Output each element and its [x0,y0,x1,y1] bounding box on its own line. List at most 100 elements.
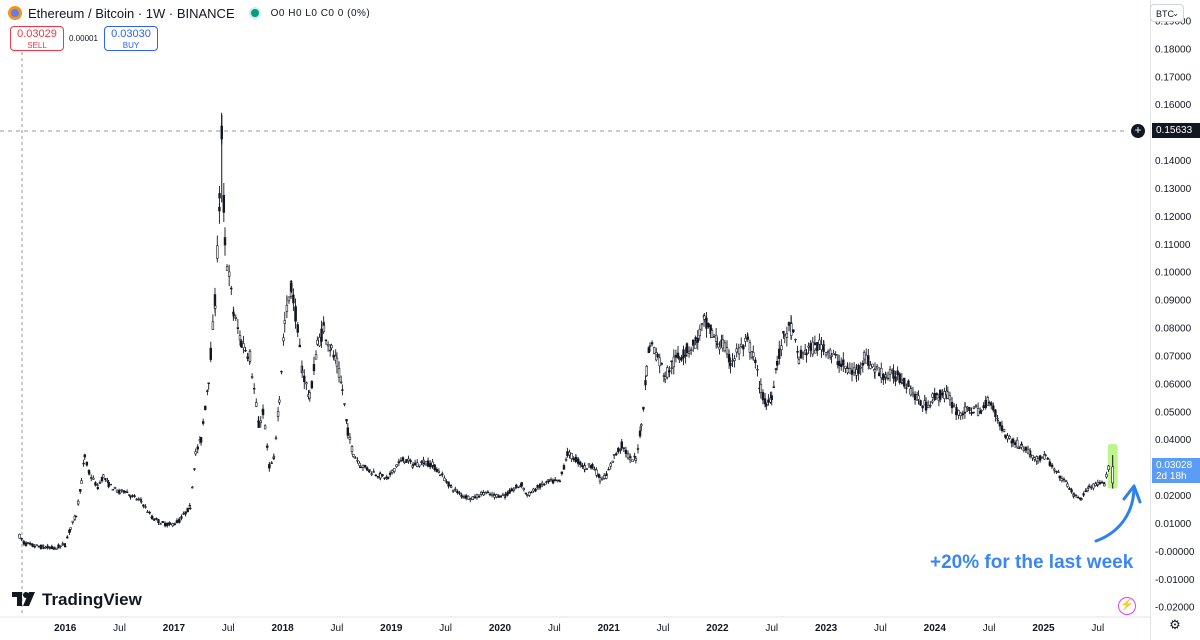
candle-body [39,544,43,550]
sell-button[interactable]: 0.03029 SELL [10,26,64,51]
candle-body [35,544,38,546]
candle-body [482,492,485,496]
candle-body [1000,425,1004,431]
candle-body [1036,458,1040,462]
candle-body [972,406,976,409]
candle-body [647,347,651,354]
buy-button[interactable]: 0.03030 BUY [104,26,158,51]
candle-body [186,507,189,513]
candle-body [996,419,1000,422]
x-axis-tick-label: Jul [331,623,344,634]
candle-body [242,343,245,349]
arrow-shaft [1094,487,1136,543]
candle-body [911,392,915,396]
x-axis-tick-label: 2023 [815,623,838,634]
lightning-icon[interactable]: ⚡ [1118,597,1136,615]
symbol-title[interactable]: Ethereum / Bitcoin · 1W · BINANCE [28,5,235,21]
candle-body [312,364,316,372]
candle-body [276,411,280,417]
candle-body [1107,465,1110,470]
candle-body [100,477,104,482]
x-axis-tick-label: 2018 [271,623,294,634]
candle-body [1048,461,1052,466]
candle-body [490,493,494,496]
candle-body [871,363,874,368]
x-axis-tick-label: 2022 [706,623,729,634]
candle-body [341,389,344,391]
candle-body [583,465,586,470]
candle-body [1050,464,1054,467]
candle-body [1011,438,1015,444]
candle-body [123,491,127,493]
candle-body [1086,488,1089,491]
gear-icon[interactable]: ⚙ [1169,617,1181,632]
candle-body [330,344,333,349]
candle-body [104,478,107,480]
candle-body [562,465,566,470]
x-axis-tick-label: Jul [874,623,887,634]
symbol-header: Ethereum / Bitcoin · 1W · BINANCE O0 H0 … [8,5,370,21]
candle-body [464,495,468,499]
candle-body [188,505,191,507]
candle-body [640,424,643,427]
candle-body [1022,448,1026,451]
candle-body [830,355,833,357]
y-axis-tick-label: 0.01000 [1155,519,1192,530]
candle-body [222,195,226,213]
candle-body [877,372,881,377]
candle-body [227,271,231,277]
candle-body [401,457,405,462]
candle-body [451,490,455,492]
candle-body [811,341,814,355]
candle-body [744,338,747,342]
candle-body [978,411,982,414]
candle-body [109,483,112,486]
candle-body [346,427,350,436]
candle-body [545,481,548,483]
candle-body [950,401,954,409]
candle-body [572,458,575,460]
candle-body [137,498,140,501]
y-axis-tick-label: -0.01000 [1155,575,1195,586]
candle-body [376,476,380,478]
x-axis-tick-label: 2024 [924,623,947,634]
candle-body [236,327,240,329]
candle-body [712,336,716,338]
candle-body [1090,486,1093,489]
candle-body [488,493,492,496]
candle-body [106,480,109,482]
candle-body [206,390,209,392]
candle-body [966,406,969,409]
candle-body [310,381,314,389]
candle-body [55,547,58,550]
candle-body [992,405,995,411]
candle-body [424,461,428,465]
candle-body [660,363,663,365]
candle-body [759,383,763,393]
candle-body [182,513,185,515]
candle-body [59,545,62,547]
candle-body [171,523,174,527]
candle-body [913,393,917,401]
candle-body [79,489,82,492]
candle-body [343,403,346,405]
y-axis-tick-label: 0.17000 [1155,72,1192,83]
candle-body [399,459,403,462]
candle-body [731,360,734,362]
plus-circle-icon[interactable]: + [1131,124,1145,138]
candle-body [120,489,123,491]
candle-body [926,405,930,408]
candle-body [1041,457,1044,459]
candle-body [698,328,702,337]
candle-body [705,317,708,329]
candle-body [666,367,669,378]
currency-selector[interactable]: BTC ⌄ [1150,4,1184,22]
candle-body [756,368,759,371]
price-axis-divider [1150,0,1151,640]
tradingview-logo[interactable]: TradingView [12,590,142,610]
candle-body [725,347,729,355]
logo-text: TradingView [42,590,142,609]
buy-price: 0.03030 [111,28,151,40]
candle-body [383,477,386,480]
